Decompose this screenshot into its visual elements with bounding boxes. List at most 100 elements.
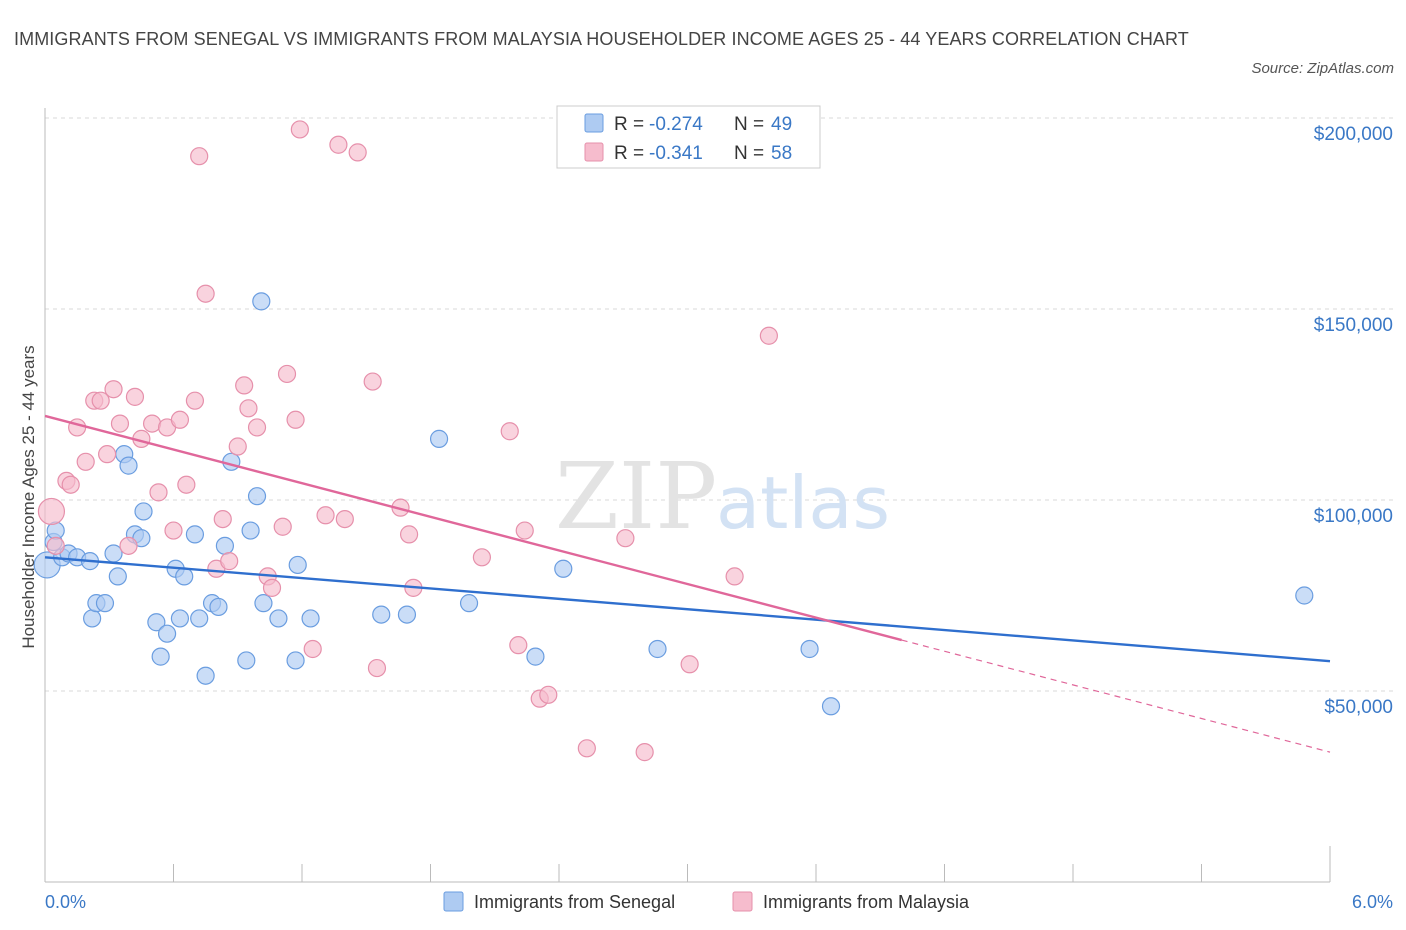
senegal-point [147,613,166,632]
malaysia-point [37,497,66,526]
malaysia-point [91,391,110,410]
malaysia-point [98,445,117,464]
malaysia-point [290,120,309,139]
senegal-point [554,559,573,578]
legend-n-value-1: 49 [771,114,792,135]
legend-n-value-2: 58 [771,143,792,164]
malaysia-point [335,509,354,529]
malaysia-point [76,452,95,471]
legend-r-value-1: -0.274 [649,114,703,135]
senegal-point [459,594,479,613]
senegal-point [190,609,209,628]
senegal-point [108,567,127,586]
malaysia-point [104,380,123,399]
malaysia-point [110,414,130,433]
malaysia-point [515,521,534,540]
malaysia-point [119,536,138,555]
malaysia-point [286,410,305,429]
legend-r-label-2: R = [614,143,644,164]
malaysia-point [329,135,348,154]
malaysia-point [303,639,322,659]
senegal-point [429,429,449,448]
correlation-legend: R = -0.274 N = 49 R = -0.341 N = 58 [556,105,821,169]
chart-title: IMMIGRANTS FROM SENEGAL VS IMMIGRANTS FR… [14,29,1189,49]
malaysia-point [680,655,699,674]
bottom-legend-label-malaysia: Immigrants from Malaysia [763,892,970,912]
legend-r-value-2: -0.341 [649,143,703,164]
malaysia-point [273,517,292,536]
senegal-point [301,609,320,628]
malaysia-point [125,387,145,406]
bottom-legend-label-senegal: Immigrants from Senegal [474,892,675,912]
senegal-point [821,697,841,716]
malaysia-point [399,525,419,544]
senegal-point [372,605,391,624]
senegal-point [648,639,667,659]
trend-lines [44,414,1331,753]
malaysia-point [164,521,183,540]
senegal-point [241,521,260,540]
malaysia-point [185,391,205,410]
senegal-point [288,555,307,575]
senegal-point [83,609,102,628]
senegal-point [237,651,256,670]
axes [44,108,1331,883]
legend-swatch-senegal [584,113,604,133]
malaysia-point [367,658,387,678]
senegal-trend-line [44,556,1331,663]
malaysia-point [228,437,247,456]
malaysia-point [500,422,519,441]
malaysia-point [247,418,267,437]
senegal-point [1295,586,1314,605]
watermark-atlas: atlas [716,461,890,545]
malaysia-point [262,578,282,597]
senegal-point [196,666,215,685]
senegal-point [151,647,170,666]
malaysia-point [348,143,367,162]
bottom-legend-swatch-malaysia [732,891,753,912]
legend-n-label-1: N = [734,114,764,135]
senegal-point [800,639,819,659]
senegal-point [254,594,273,613]
malaysia-point [142,414,162,433]
malaysia-point [68,418,87,437]
senegal-point [170,609,190,628]
senegal-point [222,452,241,471]
watermark-zip: ZIP [555,443,717,550]
y-tick-label: $100,000 [1314,506,1393,527]
malaysia-point [509,636,528,655]
y-tick-label: $150,000 [1314,315,1393,336]
malaysia-point [725,567,744,586]
malaysia-point [61,475,80,494]
malaysia-point [177,475,196,494]
malaysia-point [170,410,190,429]
senegal-point [185,525,205,544]
malaysia-point [190,147,209,166]
malaysia-point [472,548,491,567]
malaysia-point [277,364,297,384]
watermark: ZIP atlas [555,443,890,550]
malaysia-trend-line [44,414,902,642]
malaysia-point [759,326,778,345]
malaysia-point [213,509,232,529]
malaysia-point [577,739,596,758]
senegal-point [209,597,228,617]
malaysia-point [316,506,335,525]
senegal-point [119,456,138,475]
malaysia-point [46,536,65,555]
senegal-point [104,544,123,563]
malaysia-point [220,552,239,571]
senegal-point [397,605,417,624]
senegal-point [215,536,234,555]
source-credit: Source: ZipAtlas.com [1251,60,1394,77]
scatter-points [33,120,1314,762]
y-tick-label: $200,000 [1314,124,1393,145]
senegal-point [286,651,305,670]
malaysia-point [149,483,168,502]
senegal-point [95,594,115,613]
malaysia-point [539,685,558,704]
x-tick-label-min: 0.0% [45,892,86,912]
senegal-point [247,487,267,506]
malaysia-trend-line-extension [901,639,1331,753]
senegal-point [157,624,177,643]
